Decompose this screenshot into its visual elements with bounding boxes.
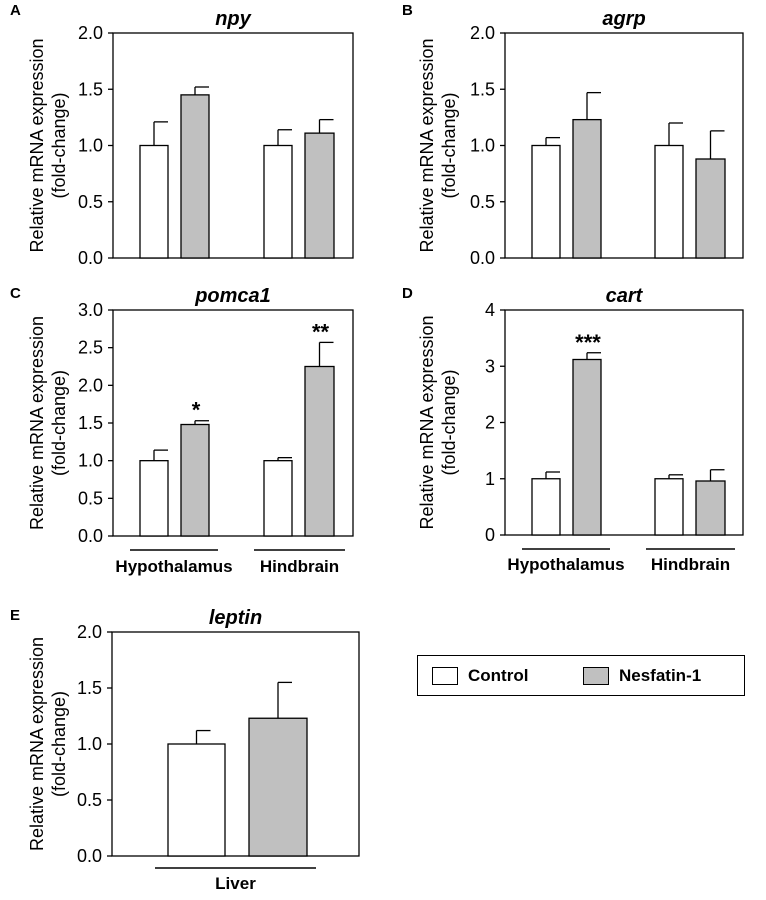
panel-a-bar-control-hindbrain <box>263 144 293 259</box>
panel-b-letter: B <box>402 2 413 19</box>
panel-b-ytick-label-2: 1.0 <box>470 136 495 156</box>
panel-c-ylabel-line2: (fold-change) <box>49 370 69 476</box>
panel-a-ytick-label-2: 1.0 <box>78 136 103 156</box>
panel-a-title: npy <box>215 8 251 30</box>
panel-e-ytick-label-4: 2.0 <box>77 622 102 642</box>
panel-a-ytick-label-4: 2.0 <box>78 23 103 43</box>
panel-d-bar-control-hypothalamus <box>531 478 561 536</box>
panel-a-ylabel-line1: Relative mRNA expression <box>27 38 47 252</box>
panel-c-title: pomca1 <box>194 285 271 307</box>
panel-c-ytick-label-6: 3.0 <box>78 300 103 320</box>
legend: Control Nesfatin-1 <box>417 655 745 696</box>
panel-e-ylabel-line1: Relative mRNA expression <box>27 637 47 851</box>
panel-c-ytick-label-5: 2.5 <box>78 338 103 358</box>
panel-a-ytick-label-1: 0.5 <box>78 192 103 212</box>
panel-c-bar-control-hypothalamus <box>139 460 169 537</box>
panel-d-ylabel-line2: (fold-change) <box>439 369 459 475</box>
panel-b-bar-nesfatin-1-hindbrain <box>695 158 726 259</box>
panel-c-bar-nesfatin-1-hindbrain <box>304 365 335 537</box>
panel-b-bar-control-hindbrain <box>654 144 684 259</box>
panel-e-bar-control-liver <box>167 743 226 857</box>
panel-e-title: leptin <box>209 607 262 629</box>
panel-c-ytick-label-3: 1.5 <box>78 413 103 433</box>
panel-c-bar-control-hindbrain <box>263 460 293 537</box>
panel-e-ytick-label-3: 1.5 <box>77 678 102 698</box>
panel-e-category-label-liver: Liver <box>215 874 256 893</box>
panel-d-ytick-label-4: 4 <box>485 300 495 320</box>
panel-c-bar-nesfatin-1-hypothalamus <box>180 423 210 537</box>
panel-d-letter: D <box>402 285 413 302</box>
panel-e-ytick-label-0: 0.0 <box>77 846 102 866</box>
panel-c-ytick-label-1: 0.5 <box>78 488 103 508</box>
panel-d-category-label-hypothalamus: Hypothalamus <box>507 555 624 574</box>
panel-e-bar-nesfatin-1-liver <box>248 717 308 857</box>
panel-d-significance-1: *** <box>575 330 601 355</box>
panel-b-bar-nesfatin-1-hypothalamus <box>572 118 602 259</box>
panel-d-bar-control-hindbrain <box>654 478 684 536</box>
panel-c-category-label-hindbrain: Hindbrain <box>260 557 339 576</box>
panel-a-bar-nesfatin-1-hindbrain <box>304 132 335 259</box>
panel-d-category-label-hindbrain: Hindbrain <box>651 555 730 574</box>
panel-a-ytick-label-0: 0.0 <box>78 248 103 268</box>
panel-d-ytick-label-2: 2 <box>485 413 495 433</box>
panel-c-category-label-hypothalamus: Hypothalamus <box>115 557 232 576</box>
panel-e-ytick-label-2: 1.0 <box>77 734 102 754</box>
panel-d-ylabel-line1: Relative mRNA expression <box>417 315 437 529</box>
panel-c-significance-3: ** <box>312 319 330 344</box>
panel-d-ytick-label-0: 0 <box>485 525 495 545</box>
legend-swatch-control <box>432 667 458 685</box>
panel-d-bar-nesfatin-1-hindbrain <box>695 480 726 536</box>
panel-c-ylabel-line1: Relative mRNA expression <box>27 316 47 530</box>
panel-b-bar-control-hypothalamus <box>531 144 561 259</box>
panel-d-ytick-label-3: 3 <box>485 356 495 376</box>
panel-d-bar-nesfatin-1-hypothalamus <box>572 358 602 536</box>
panel-e-letter: E <box>10 607 20 624</box>
panel-c-ytick-label-0: 0.0 <box>78 526 103 546</box>
panel-c-letter: C <box>10 285 21 302</box>
panel-a-bar-control-hypothalamus <box>139 144 169 259</box>
panel-a-bar-nesfatin-1-hypothalamus <box>180 94 210 259</box>
panel-b-ytick-label-0: 0.0 <box>470 248 495 268</box>
panel-e-ylabel-line2: (fold-change) <box>49 691 69 797</box>
panel-c-ytick-label-2: 1.0 <box>78 451 103 471</box>
legend-swatch-nesfatin <box>583 667 609 685</box>
legend-label-nesfatin: Nesfatin-1 <box>619 666 702 685</box>
panel-b-ylabel-line2: (fold-change) <box>439 92 459 198</box>
panel-e-ytick-label-1: 0.5 <box>77 790 102 810</box>
panel-a-letter: A <box>10 2 21 19</box>
panel-d-title: cart <box>606 285 644 307</box>
panel-a-ylabel-line2: (fold-change) <box>49 92 69 198</box>
panel-d-ytick-label-1: 1 <box>485 469 495 489</box>
panel-e-plot-frame <box>111 631 360 857</box>
panel-b-ylabel-line1: Relative mRNA expression <box>417 38 437 252</box>
panel-b-title: agrp <box>602 8 645 30</box>
panel-b-ytick-label-1: 0.5 <box>470 192 495 212</box>
panel-b-ytick-label-3: 1.5 <box>470 79 495 99</box>
panel-b-ytick-label-4: 2.0 <box>470 23 495 43</box>
panel-c-ytick-label-4: 2.0 <box>78 375 103 395</box>
legend-label-control: Control <box>468 666 529 685</box>
panel-c-significance-1: * <box>192 398 201 423</box>
panel-a-ytick-label-3: 1.5 <box>78 79 103 99</box>
